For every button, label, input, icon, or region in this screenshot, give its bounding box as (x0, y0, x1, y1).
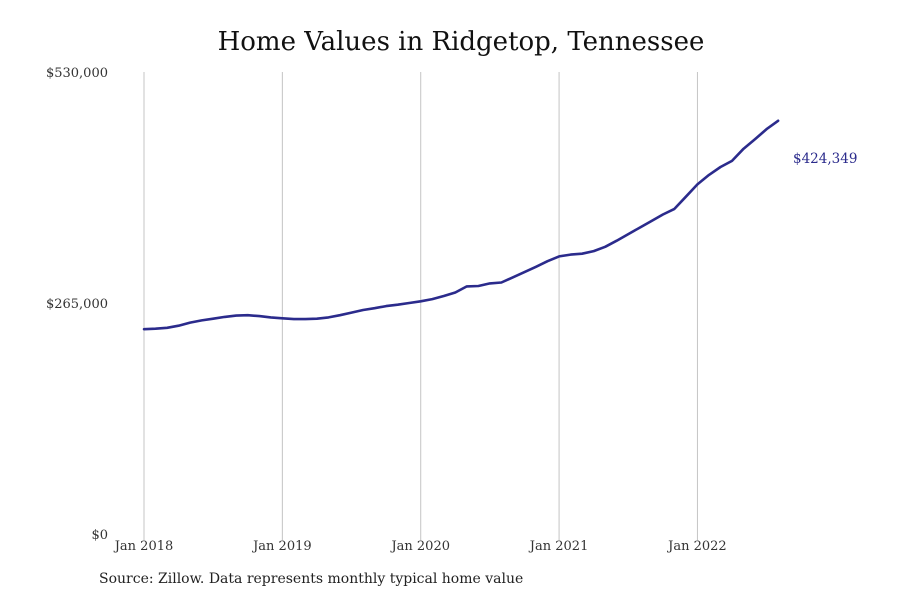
y-tick-label: $265,000 (46, 297, 108, 312)
x-tick-label: Jan 2020 (389, 539, 450, 554)
source-note: Source: Zillow. Data represents monthly … (99, 571, 524, 587)
x-tick-label: Jan 2022 (666, 539, 727, 554)
y-axis: $0 $265,000 $530,000 (46, 66, 108, 543)
x-axis: Jan 2018 Jan 2019 Jan 2020 Jan 2021 Jan 2022 (113, 539, 727, 554)
chart-title: Home Values in Ridgetop, Tennessee (218, 27, 705, 57)
y-tick-label: $0 (91, 528, 108, 543)
vertical-grid (143, 72, 698, 540)
series-line (142, 119, 780, 331)
x-tick-label: Jan 2019 (251, 539, 312, 554)
x-tick-label: Jan 2021 (528, 539, 589, 554)
x-tick-label: Jan 2018 (113, 539, 174, 554)
end-value-label: $424,349 (793, 151, 857, 167)
y-tick-label: $530,000 (46, 66, 108, 81)
